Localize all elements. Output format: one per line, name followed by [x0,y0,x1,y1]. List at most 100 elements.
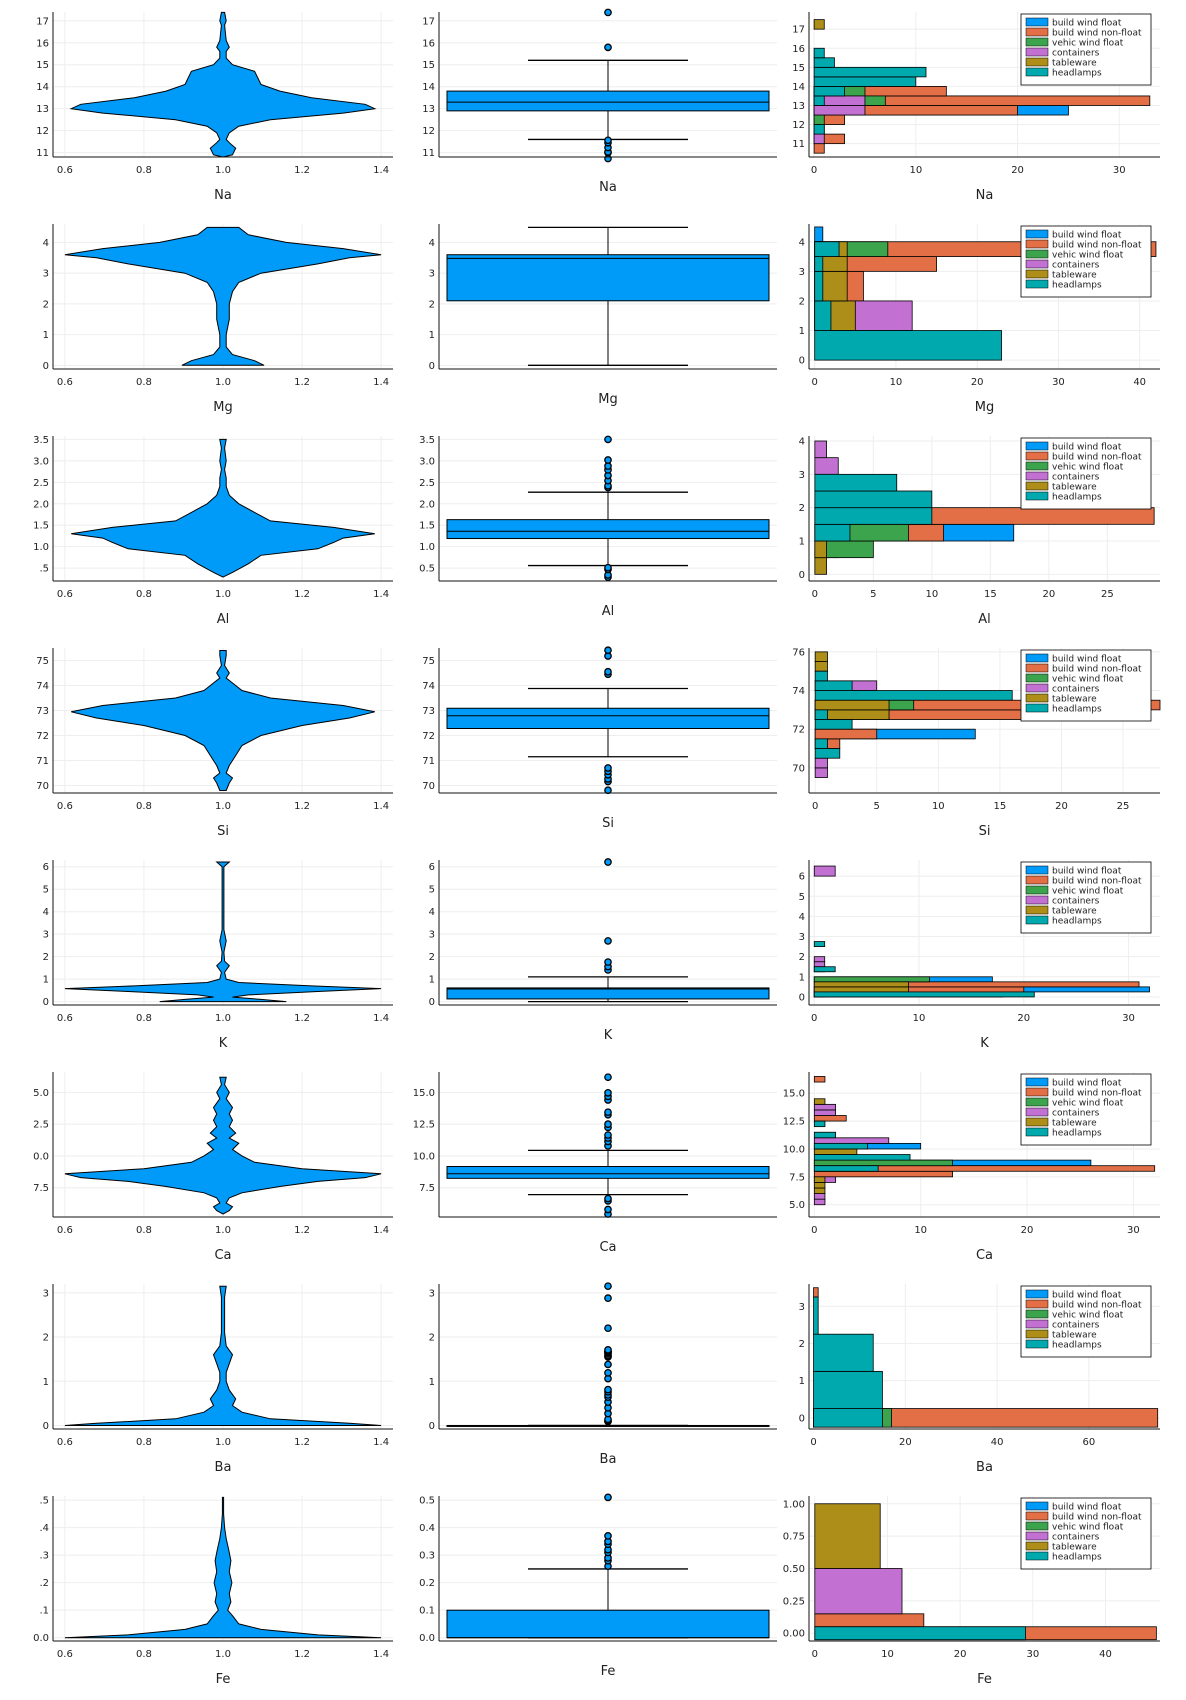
x-axis-label: Ba [600,1452,617,1467]
histogram-bar [814,300,832,331]
x-tick-label: 10 [881,1649,894,1660]
histogram-bar [814,540,827,559]
violin-shape [64,861,382,1003]
legend-entry: headlamps [1052,705,1102,715]
x-tick-label: 1.4 [373,1437,389,1448]
x-tick-label: 1.2 [294,1649,310,1660]
histogram-bar [814,440,827,459]
histogram-bar [813,865,836,877]
y-tick-label: .3 [39,1551,49,1562]
x-tick-label: 1.4 [373,1013,389,1024]
histogram-bar [813,941,826,947]
outlier-point [604,786,612,795]
histogram-bar [814,738,828,749]
outlier-point [604,1360,612,1369]
y-tick-label: 1 [799,537,805,548]
x-tick-label: 1.4 [373,165,389,176]
legend-swatch [1025,471,1049,481]
x-axis-label: Al [602,604,615,619]
y-tick-label: 3 [43,1288,49,1299]
histogram-bar [813,1296,819,1335]
y-tick-label: .1 [39,1606,49,1617]
x-tick-label: 0 [810,1437,816,1448]
x-axis-label: Ba [976,1460,993,1475]
y-tick-label: 74 [36,681,49,692]
y-tick-label: 3 [43,269,49,280]
x-tick-label: 0.6 [57,589,73,600]
y-tick-label: 0 [429,361,435,372]
outlier-point [604,1282,612,1291]
x-tick-label: 0.6 [57,1437,73,1448]
legend-entry: tableware [1052,1331,1097,1341]
outlier-point [604,1294,612,1302]
x-tick-label: 1.2 [294,589,310,600]
outlier-point [604,858,612,866]
x-tick-label: 5 [874,801,880,812]
y-tick-label: 11 [36,148,49,159]
outlier-point [604,646,612,655]
x-tick-label: 1.0 [215,1225,231,1236]
legend-swatch [1025,17,1049,27]
histogram-bar [813,1176,826,1183]
x-tick-label: 20 [971,377,984,388]
legend-entry: build wind float [1052,867,1122,877]
histogram-bar [813,19,825,30]
y-tick-label: 0.5 [419,1496,435,1507]
y-tick-label: 5.0 [789,1200,805,1211]
legend-swatch [1025,47,1049,57]
y-tick-label: 0 [43,1421,49,1432]
y-tick-label: 1 [799,972,805,983]
histogram-bar [814,1626,1026,1641]
histogram-bar [814,330,1002,361]
x-tick-label: 20 [899,1437,912,1448]
x-tick-label: 10 [932,801,945,812]
histogram-bar [813,143,825,154]
legend-swatch [1025,1117,1049,1127]
histogram-bar [814,1613,925,1628]
legend-entry: build wind non-float [1052,665,1142,675]
x-tick-label: 10 [914,1225,927,1236]
y-tick-label: 17 [36,16,49,27]
legend-entry: vehic wind float [1052,1523,1124,1533]
histogram-bar [813,976,930,983]
y-tick-label: 1 [43,1377,49,1388]
legend-entry: vehic wind float [1052,251,1124,261]
legend-swatch [1025,1531,1049,1541]
histogram-bar [813,1142,868,1150]
legend-swatch [1025,229,1049,239]
violin-plot-si: 70 71 72 73 74 75 0.6 0.8 1.0 1.2 1.4 Si [36,648,393,839]
legend-entry: tableware [1052,907,1097,917]
y-tick-label: 11 [422,148,435,159]
x-axis-label: Si [217,824,229,839]
legend-entry: build wind non-float [1052,453,1142,463]
histogram-bar [814,661,828,672]
legend-swatch [1025,915,1049,925]
x-tick-label: 1.0 [215,801,231,812]
histogram-bar [813,1076,826,1083]
y-tick-label: .5 [39,1496,49,1507]
histogram-bar [813,1187,826,1194]
x-tick-label: 1.0 [215,1013,231,1024]
y-tick-label: 1 [799,1376,805,1387]
x-tick-label: 5 [870,589,876,600]
y-tick-label: 0 [799,992,805,1003]
y-tick-label: 3 [799,470,805,481]
legend-swatch [1025,249,1049,259]
box-iqr [446,519,770,540]
y-tick-label: 74 [422,681,435,692]
legend-entry: build wind float [1052,1291,1122,1301]
legend-entry: containers [1052,897,1100,907]
legend-entry: vehic wind float [1052,463,1124,473]
histogram-bar [813,1165,879,1172]
x-tick-label: 1.2 [294,1013,310,1024]
legend-swatch [1025,673,1049,683]
outlier-point [604,1194,612,1203]
histogram-bar [813,76,917,87]
violin-shape [71,650,375,791]
legend-entry: vehic wind float [1052,675,1124,685]
histogram-bar [814,523,851,542]
x-tick-label: 40 [1133,377,1146,388]
y-tick-label: 14 [792,82,805,93]
